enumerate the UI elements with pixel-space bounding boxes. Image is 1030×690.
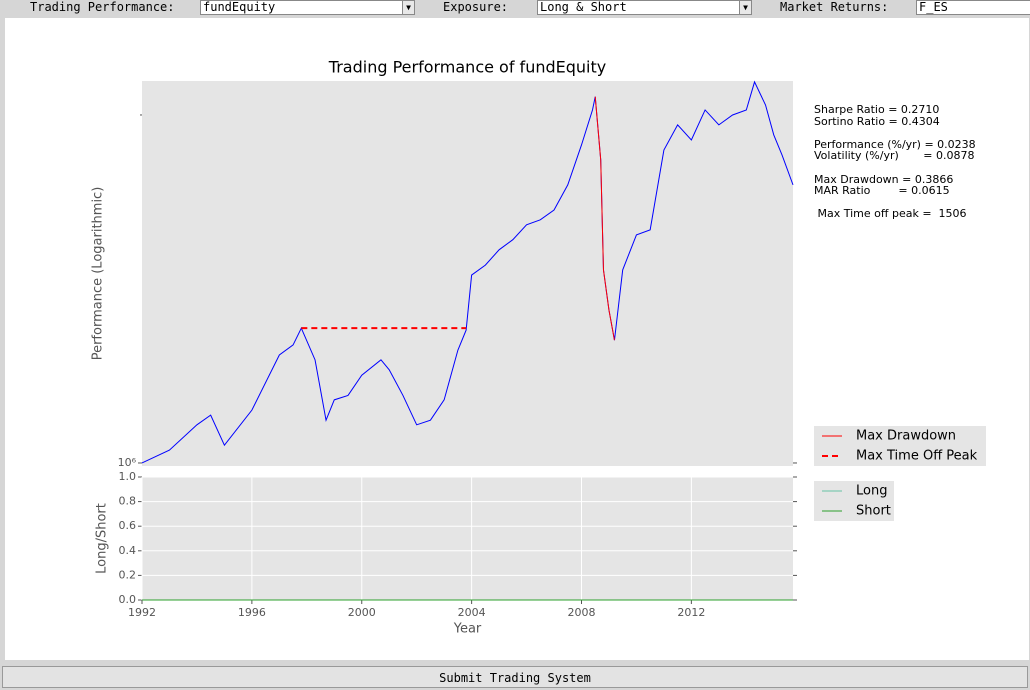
market-label: Market Returns:: [780, 0, 889, 14]
market-input[interactable]: F_ES: [916, 0, 1030, 15]
stat-annotation: Performance (%/yr) = 0.0238: [814, 138, 976, 151]
legend-label: Long: [856, 484, 887, 499]
stat-annotation: Sortino Ratio = 0.4304: [814, 115, 940, 128]
y-tick-label: 0.6: [119, 519, 137, 532]
x-tick-label: 2012: [677, 606, 705, 619]
y-tick-label: 0.8: [119, 495, 137, 508]
select-value: Long & Short: [540, 0, 627, 14]
legend-label: Max Time Off Peak: [856, 449, 978, 464]
stat-annotation: Volatility (%/yr) = 0.0878: [814, 149, 974, 162]
y-tick-label: 0.4: [119, 544, 137, 557]
x-tick-label: 1996: [238, 606, 266, 619]
legend-label: Max Drawdown: [856, 429, 956, 444]
plot-background: [142, 477, 793, 600]
performance-label: Trading Performance:: [30, 0, 175, 14]
y-axis-label: Long/Short: [95, 503, 110, 574]
x-tick-label: 2000: [348, 606, 376, 619]
dropdown-arrow[interactable]: ▼: [402, 1, 414, 14]
dropdown-arrow[interactable]: ▼: [739, 1, 751, 14]
legend-box: [814, 426, 986, 466]
select-value: fundEquity: [203, 0, 276, 14]
charts: Trading Performance of fundEquity Perform…: [91, 58, 986, 637]
stat-annotation: Max Drawdown = 0.3866: [814, 173, 953, 186]
stat-annotation: MAR Ratio = 0.0615: [814, 184, 950, 197]
legend-label: Short: [856, 504, 891, 519]
x-tick-label: 2008: [567, 606, 595, 619]
submit-button[interactable]: Submit Trading System: [2, 666, 1028, 688]
x-tick-label: 1992: [128, 606, 156, 619]
y-tick-label: 10⁶: [118, 456, 137, 469]
stat-annotation: Sharpe Ratio = 0.2710: [814, 103, 939, 116]
chart-title: Trading Performance of fundEquity: [328, 58, 606, 77]
exposure-select[interactable]: Long & Short ▼: [537, 0, 752, 15]
plot-background: [142, 81, 793, 466]
y-tick-label: 1.0: [119, 470, 137, 483]
series-line: [141, 80, 794, 464]
x-tick-label: 2004: [458, 606, 486, 619]
y-tick-label: 0.0: [119, 593, 137, 606]
exposure-label: Exposure:: [443, 0, 509, 14]
legend-box: [814, 481, 894, 521]
y-tick-label: 0.2: [119, 568, 137, 581]
performance-select[interactable]: fundEquity ▼: [200, 0, 415, 15]
stat-annotation: Max Time off peak = 1506: [814, 207, 967, 220]
x-axis-label: Year: [453, 622, 482, 637]
series-line: [594, 96, 615, 341]
y-axis-label: Performance (Logarithmic): [91, 187, 106, 361]
